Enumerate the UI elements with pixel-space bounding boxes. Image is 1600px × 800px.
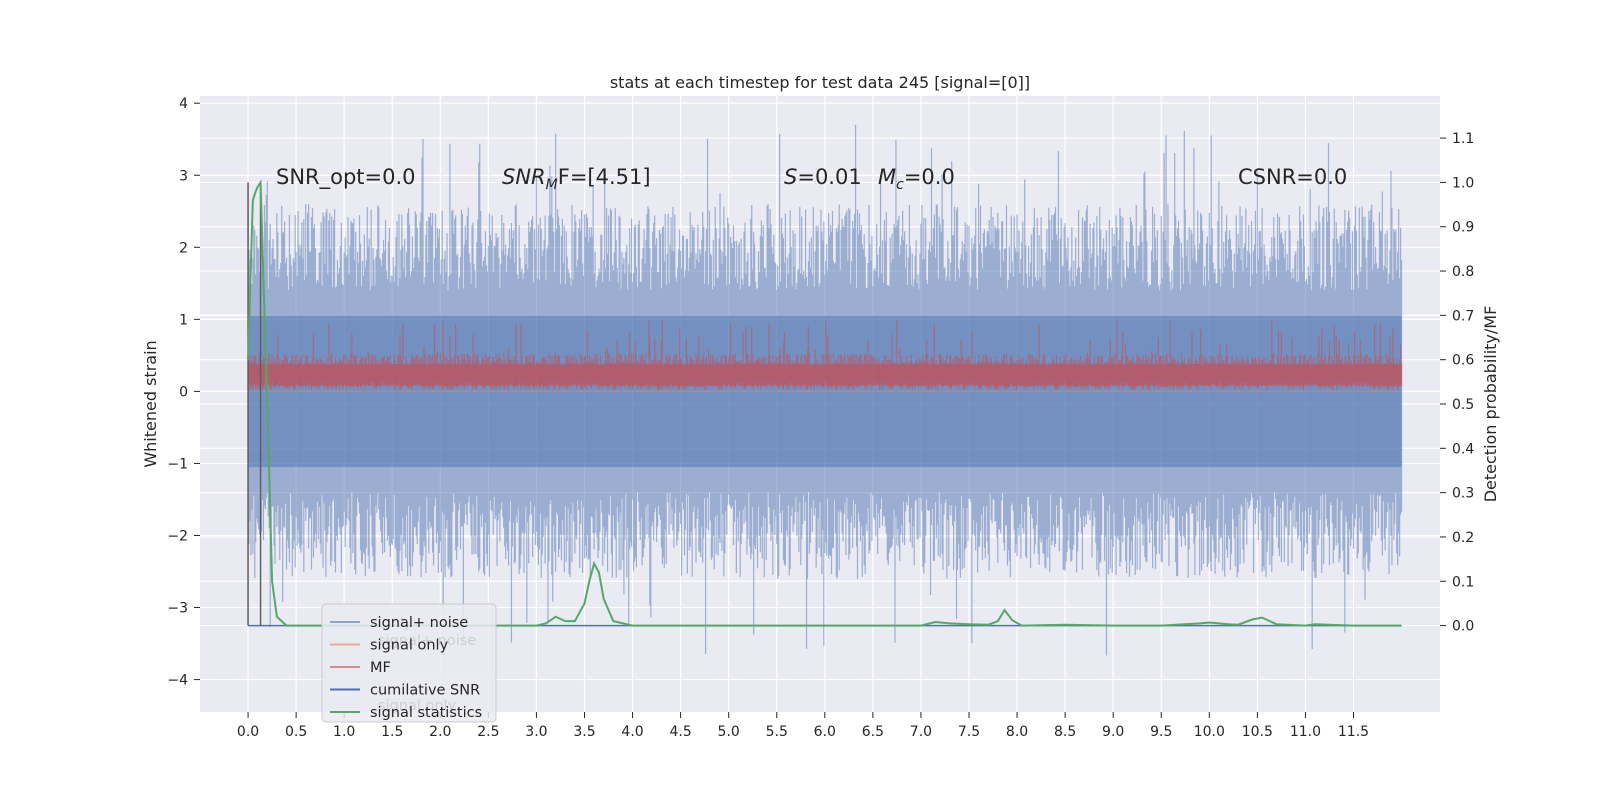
x-tick-label: 6.0 (814, 724, 836, 740)
annotation-mc-rest: =0.0 (904, 165, 955, 189)
y2-tick-label: 0.6 (1452, 353, 1474, 369)
annotation-snr-mf-sub: M (546, 177, 558, 193)
chart-title: stats at each timestep for test data 245… (610, 73, 1030, 92)
x-tick-label: 11.0 (1290, 724, 1321, 740)
y2-tick-label: 0.9 (1452, 220, 1474, 236)
y-axis-label: Whitened strain (141, 340, 160, 467)
y2-tick-label: 1.1 (1452, 131, 1474, 147)
y-tick-label: 3 (179, 168, 188, 184)
x-tick-label: 8.5 (1054, 724, 1076, 740)
x-tick-label: 11.5 (1338, 724, 1369, 740)
y-tick-label: −3 (167, 601, 188, 617)
x-tick-label: 7.5 (958, 724, 980, 740)
y2-tick-label: 0.1 (1452, 574, 1474, 590)
legend-label: signal statistics (370, 705, 482, 721)
annotation-mc-var: M (878, 165, 896, 189)
annotation-s-rest: =0.01 (797, 165, 861, 189)
x-tick-label: 0.0 (237, 724, 259, 740)
y-tick-label: 1 (179, 312, 188, 328)
y2-tick-label: 0.7 (1452, 308, 1474, 324)
signal-statistics-line (247, 179, 1402, 627)
y2-tick-label: 0.4 (1452, 441, 1474, 457)
y-tick-label: −4 (167, 673, 188, 689)
y-tick-label: 2 (179, 240, 188, 256)
legend-ghost-label-2: signal only (378, 698, 457, 714)
x-tick-label: 7.0 (910, 724, 932, 740)
legend: signal+ noise signal only signal+ noises… (321, 603, 497, 723)
x-tick-label: 9.0 (1102, 724, 1124, 740)
x-tick-label: 1.5 (381, 724, 403, 740)
y-tick-label: 0 (179, 384, 188, 400)
x-tick-label: 2.5 (477, 724, 499, 740)
x-tick-label: 4.0 (621, 724, 643, 740)
annotation-mc-sub: c (896, 177, 904, 193)
legend-box (321, 603, 497, 723)
x-tick-label: 1.0 (333, 724, 355, 740)
axes-layer: 0.0 0.5 1.0 1.5 2.0 2.5 3.0 3.5 4.0 4.5 5.0 5.5 6.0 6… (167, 96, 1474, 740)
y2-tick-label: 0.0 (1452, 619, 1474, 635)
y-tick-label: −2 (167, 528, 188, 544)
legend-ghost-label-1: signal+ noise (378, 633, 476, 649)
legend-label: cumilative SNR (370, 683, 480, 699)
x-tick-label: 8.0 (1006, 724, 1028, 740)
x-tick-label: 10.5 (1242, 724, 1273, 740)
y2-tick-label: 1.0 (1452, 175, 1474, 191)
x-tick-label: 4.5 (669, 724, 691, 740)
annotation-snr-mf: SNRMF=[4.51] (502, 165, 651, 193)
x-tick-label: 5.5 (766, 724, 788, 740)
annotation-snr-mf-rest: F=[4.51] (558, 165, 651, 189)
annotation-s: S=0.01 (784, 165, 862, 189)
y2-tick-label: 0.5 (1452, 397, 1474, 413)
legend-label: signal only (370, 638, 449, 654)
annotation-snr-mf-var: SNR (502, 165, 546, 189)
x-tick-label: 3.5 (573, 724, 595, 740)
data-layer (247, 124, 1403, 656)
x-tick-label: 3.0 (525, 724, 547, 740)
x-tick-label: 2.0 (429, 724, 451, 740)
y2-tick-label: 0.2 (1452, 530, 1474, 546)
y2-tick-label: 0.3 (1452, 486, 1474, 502)
annotation-mc: Mc=0.0 (878, 165, 955, 193)
y-tick-label: 4 (179, 96, 188, 112)
x-tick-label: 0.5 (285, 724, 307, 740)
legend-label: MF (370, 660, 391, 676)
y-tick-label: −1 (167, 456, 188, 472)
y2-axis-label: Detection probability/MF (1481, 306, 1500, 503)
y2-tick-label: 0.8 (1452, 264, 1474, 280)
legend-label: signal+ noise (370, 615, 468, 631)
annotation-s-var: S (784, 165, 797, 189)
annotation-snr-opt: SNR_opt=0.0 (276, 165, 416, 190)
x-tick-label: 6.5 (862, 724, 884, 740)
annotation-csnr: CSNR=0.0 (1238, 165, 1347, 189)
x-tick-label: 10.0 (1194, 724, 1225, 740)
x-tick-label: 9.5 (1150, 724, 1172, 740)
x-tick-label: 5.0 (718, 724, 740, 740)
